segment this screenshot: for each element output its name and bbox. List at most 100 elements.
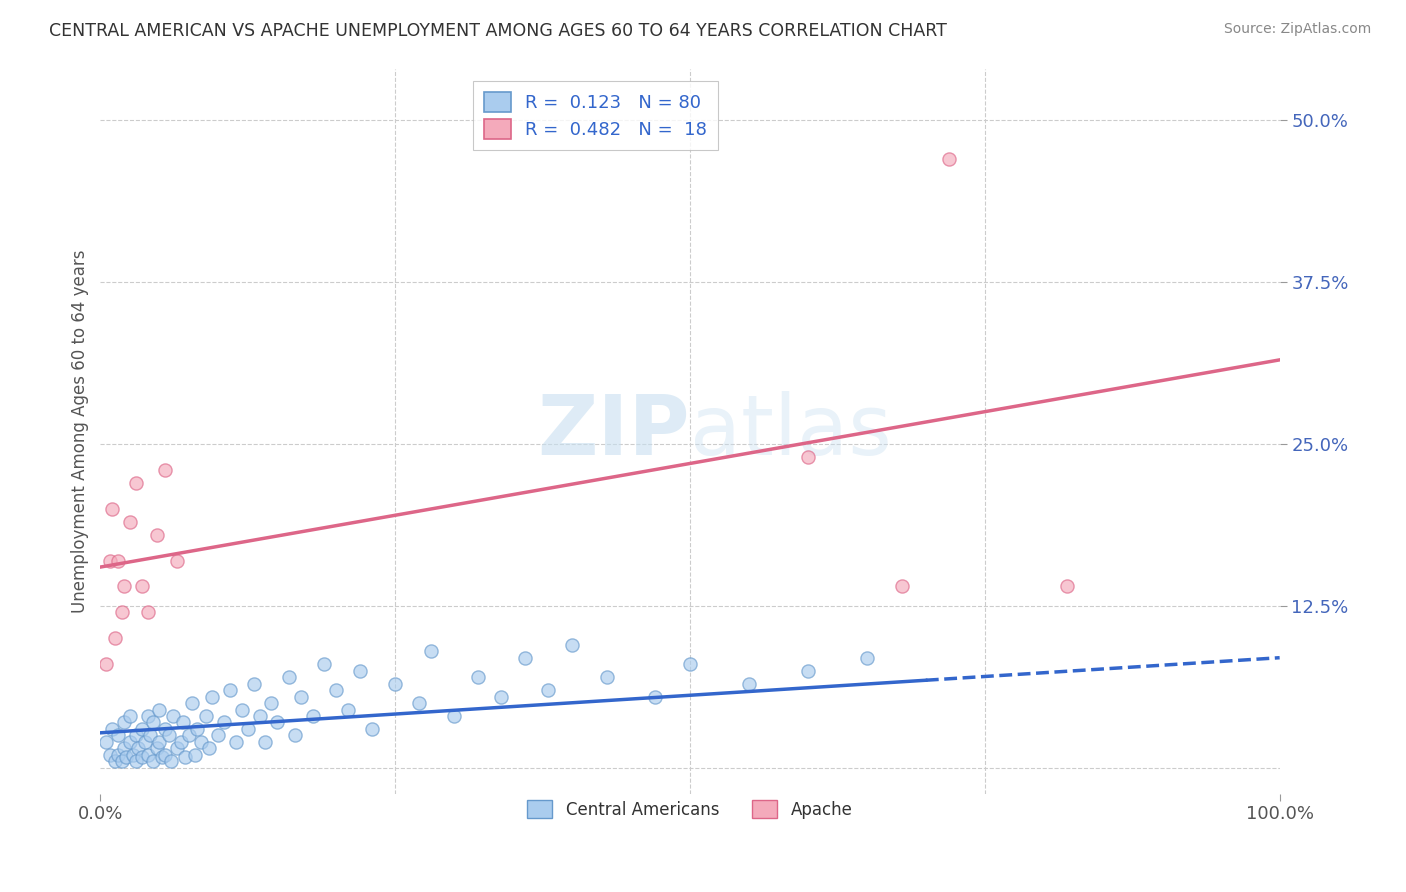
Point bbox=[110, 606, 132, 620]
Point bbox=[337, 702, 360, 716]
Point bbox=[96, 735, 118, 749]
Point bbox=[596, 670, 619, 684]
Point bbox=[186, 722, 208, 736]
Point bbox=[142, 754, 165, 768]
Point bbox=[131, 579, 153, 593]
Point bbox=[1056, 579, 1078, 593]
Point bbox=[160, 754, 183, 768]
Point bbox=[134, 735, 156, 749]
Text: atlas: atlas bbox=[690, 391, 891, 472]
Point bbox=[207, 728, 229, 742]
Point bbox=[101, 501, 124, 516]
Point bbox=[107, 728, 129, 742]
Point bbox=[172, 715, 194, 730]
Point bbox=[118, 515, 141, 529]
Point bbox=[679, 657, 702, 672]
Point bbox=[103, 754, 125, 768]
Point bbox=[491, 690, 513, 704]
Point bbox=[112, 741, 135, 756]
Point bbox=[242, 676, 264, 690]
Y-axis label: Unemployment Among Ages 60 to 64 years: Unemployment Among Ages 60 to 64 years bbox=[72, 250, 89, 613]
Point bbox=[169, 735, 191, 749]
Point bbox=[266, 715, 288, 730]
Point bbox=[96, 657, 118, 672]
Text: CENTRAL AMERICAN VS APACHE UNEMPLOYMENT AMONG AGES 60 TO 64 YEARS CORRELATION CH: CENTRAL AMERICAN VS APACHE UNEMPLOYMENT … bbox=[49, 22, 948, 40]
Point bbox=[155, 722, 177, 736]
Legend: Central Americans, Apache: Central Americans, Apache bbox=[520, 793, 859, 825]
Point bbox=[127, 741, 149, 756]
Point bbox=[419, 644, 441, 658]
Point bbox=[290, 690, 312, 704]
Point bbox=[260, 696, 283, 710]
Point bbox=[738, 676, 761, 690]
Point bbox=[212, 715, 235, 730]
Point bbox=[225, 735, 247, 749]
Point bbox=[201, 690, 224, 704]
Point bbox=[174, 750, 197, 764]
Point bbox=[155, 747, 177, 762]
Point bbox=[177, 728, 200, 742]
Point bbox=[150, 750, 173, 764]
Point bbox=[112, 715, 135, 730]
Point bbox=[98, 553, 121, 567]
Point bbox=[249, 709, 271, 723]
Point bbox=[190, 735, 212, 749]
Point bbox=[142, 715, 165, 730]
Point bbox=[125, 754, 148, 768]
Point bbox=[146, 741, 169, 756]
Point bbox=[513, 650, 536, 665]
Point bbox=[349, 664, 371, 678]
Point bbox=[314, 657, 336, 672]
Point bbox=[891, 579, 914, 593]
Point bbox=[537, 683, 560, 698]
Point bbox=[183, 747, 205, 762]
Point bbox=[938, 152, 960, 166]
Point bbox=[115, 750, 138, 764]
Point bbox=[155, 463, 177, 477]
Point bbox=[408, 696, 430, 710]
Point bbox=[131, 750, 153, 764]
Point bbox=[644, 690, 666, 704]
Point bbox=[112, 579, 135, 593]
Point bbox=[198, 741, 221, 756]
Text: ZIP: ZIP bbox=[537, 391, 690, 472]
Point bbox=[107, 553, 129, 567]
Point bbox=[118, 709, 141, 723]
Point bbox=[195, 709, 218, 723]
Point bbox=[325, 683, 347, 698]
Point bbox=[125, 728, 148, 742]
Point bbox=[181, 696, 204, 710]
Point bbox=[103, 632, 125, 646]
Point bbox=[231, 702, 253, 716]
Point bbox=[236, 722, 259, 736]
Point bbox=[284, 728, 307, 742]
Point bbox=[157, 728, 180, 742]
Point bbox=[139, 728, 162, 742]
Point bbox=[131, 722, 153, 736]
Point bbox=[301, 709, 323, 723]
Point bbox=[122, 747, 145, 762]
Point bbox=[384, 676, 406, 690]
Point bbox=[467, 670, 489, 684]
Text: Source: ZipAtlas.com: Source: ZipAtlas.com bbox=[1223, 22, 1371, 37]
Point bbox=[98, 747, 121, 762]
Point bbox=[561, 638, 583, 652]
Point bbox=[136, 709, 159, 723]
Point bbox=[136, 747, 159, 762]
Point bbox=[166, 553, 188, 567]
Point bbox=[107, 747, 129, 762]
Point bbox=[166, 741, 188, 756]
Point bbox=[797, 664, 820, 678]
Point bbox=[148, 702, 170, 716]
Point bbox=[101, 722, 124, 736]
Point bbox=[360, 722, 382, 736]
Point bbox=[797, 450, 820, 464]
Point bbox=[146, 527, 169, 541]
Point bbox=[125, 475, 148, 490]
Point bbox=[110, 754, 132, 768]
Point bbox=[254, 735, 277, 749]
Point bbox=[136, 606, 159, 620]
Point bbox=[278, 670, 301, 684]
Point bbox=[443, 709, 465, 723]
Point bbox=[148, 735, 170, 749]
